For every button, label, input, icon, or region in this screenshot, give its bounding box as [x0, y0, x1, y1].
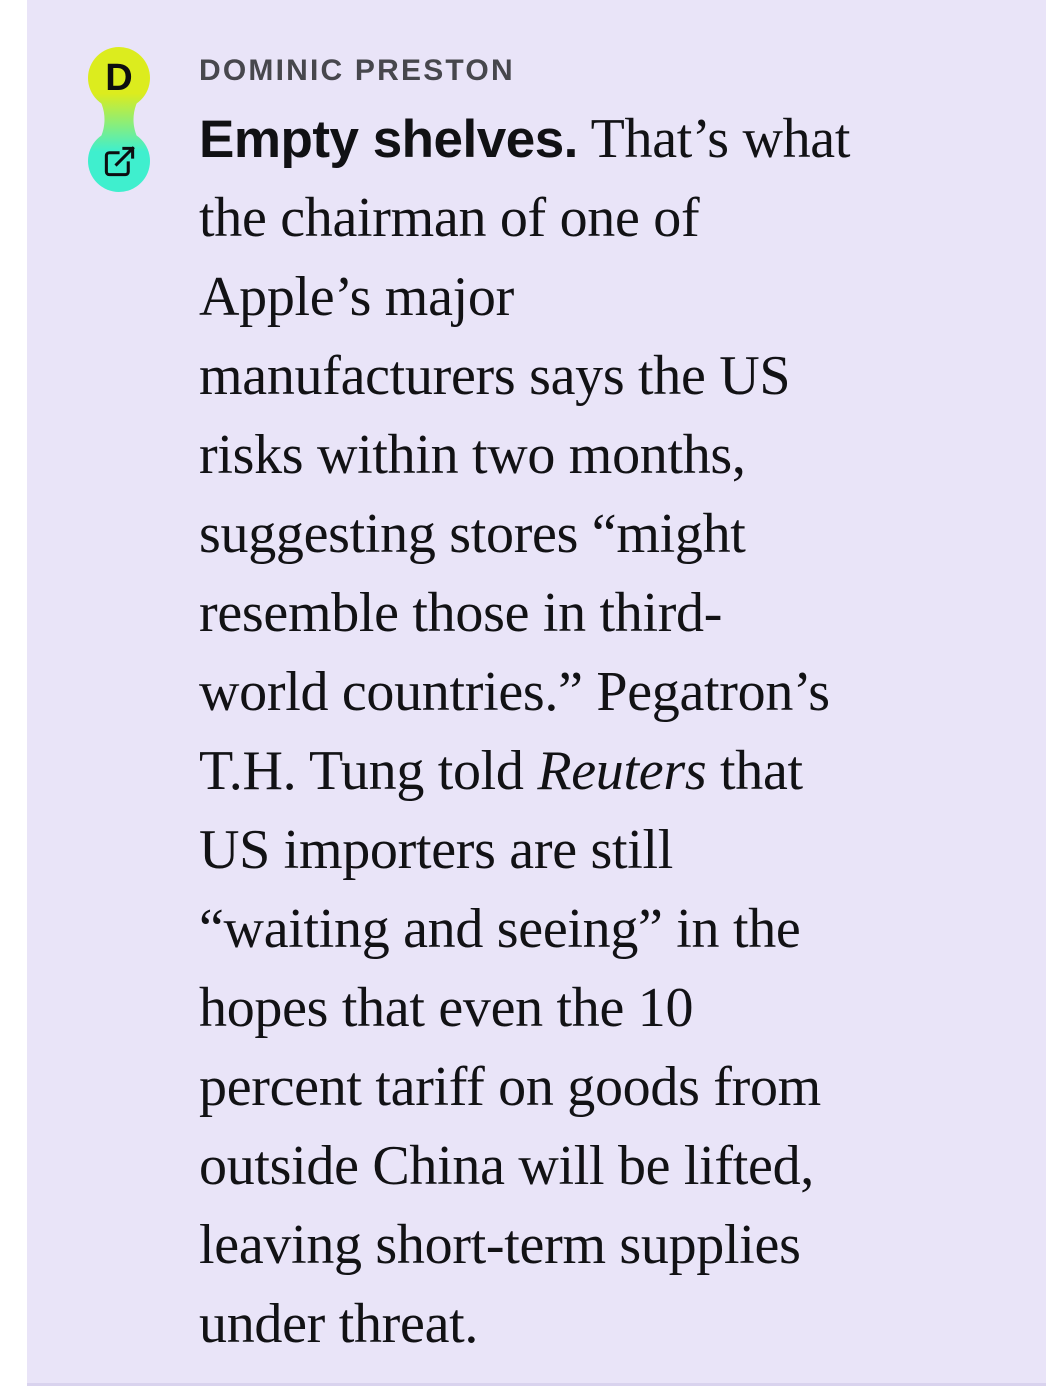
post-text: world countries.” Pegatron’s — [199, 661, 830, 723]
post-text: Apple’s major — [199, 266, 514, 328]
post-text: leaving short-term supplies — [199, 1214, 801, 1276]
post-text: outside China will be lifted, — [199, 1135, 814, 1197]
post-line: percent tariff on goods from — [199, 1048, 850, 1127]
post-line: T.H. Tung told Reuters that — [199, 732, 850, 811]
avatar-column: D — [88, 0, 150, 192]
post-line: under threat. — [199, 1285, 850, 1364]
post-text-italic: Reuters — [537, 740, 707, 802]
post-line: outside China will be lifted, — [199, 1127, 850, 1206]
post-line: the chairman of one of — [199, 179, 850, 258]
post-line: “waiting and seeing” in the — [199, 890, 850, 969]
post-text: hopes that even the 10 — [199, 977, 694, 1039]
post-body: Empty shelves. That’s what the chairman o… — [199, 100, 850, 1364]
post-text: US importers are still — [199, 819, 673, 881]
post-text: resemble those in third- — [199, 582, 723, 644]
external-link-icon[interactable] — [88, 130, 150, 192]
avatar-initial: D — [105, 57, 133, 99]
post-text: that — [706, 740, 803, 802]
post-line: resemble those in third- — [199, 574, 850, 653]
page-gutter — [0, 0, 27, 1386]
post-content: DOMINIC PRESTON Empty shelves. That’s wh… — [199, 0, 850, 1364]
post-text: manufacturers says the US — [199, 345, 791, 407]
post-line: hopes that even the 10 — [199, 969, 850, 1048]
post-text: T.H. Tung told — [199, 740, 538, 802]
card-bottom-divider — [27, 1383, 1046, 1386]
post-line: Empty shelves. That’s what — [199, 100, 850, 179]
post-text: “waiting and seeing” in the — [199, 898, 801, 960]
post-text: suggesting stores “might — [199, 503, 746, 565]
post-text: the chairman of one of — [199, 187, 700, 249]
post-text: percent tariff on goods from — [199, 1056, 821, 1118]
post-lead-link[interactable]: Empty shelves. — [199, 110, 578, 169]
post-line: manufacturers says the US — [199, 337, 850, 416]
post-text: under threat. — [199, 1293, 479, 1355]
post-line: US importers are still — [199, 811, 850, 890]
post-line: Apple’s major — [199, 258, 850, 337]
post-line: risks within two months, — [199, 416, 850, 495]
post-line: world countries.” Pegatron’s — [199, 653, 850, 732]
author-avatar[interactable]: D — [88, 47, 150, 192]
quick-post-card: D DOMINIC PRESTON Empty shelves. That’s … — [27, 0, 1046, 1386]
post-text: risks within two months, — [199, 424, 746, 486]
post-line: suggesting stores “might — [199, 495, 850, 574]
post-text: That’s what — [577, 108, 851, 170]
post-line: leaving short-term supplies — [199, 1206, 850, 1285]
author-name[interactable]: DOMINIC PRESTON — [199, 54, 515, 87]
